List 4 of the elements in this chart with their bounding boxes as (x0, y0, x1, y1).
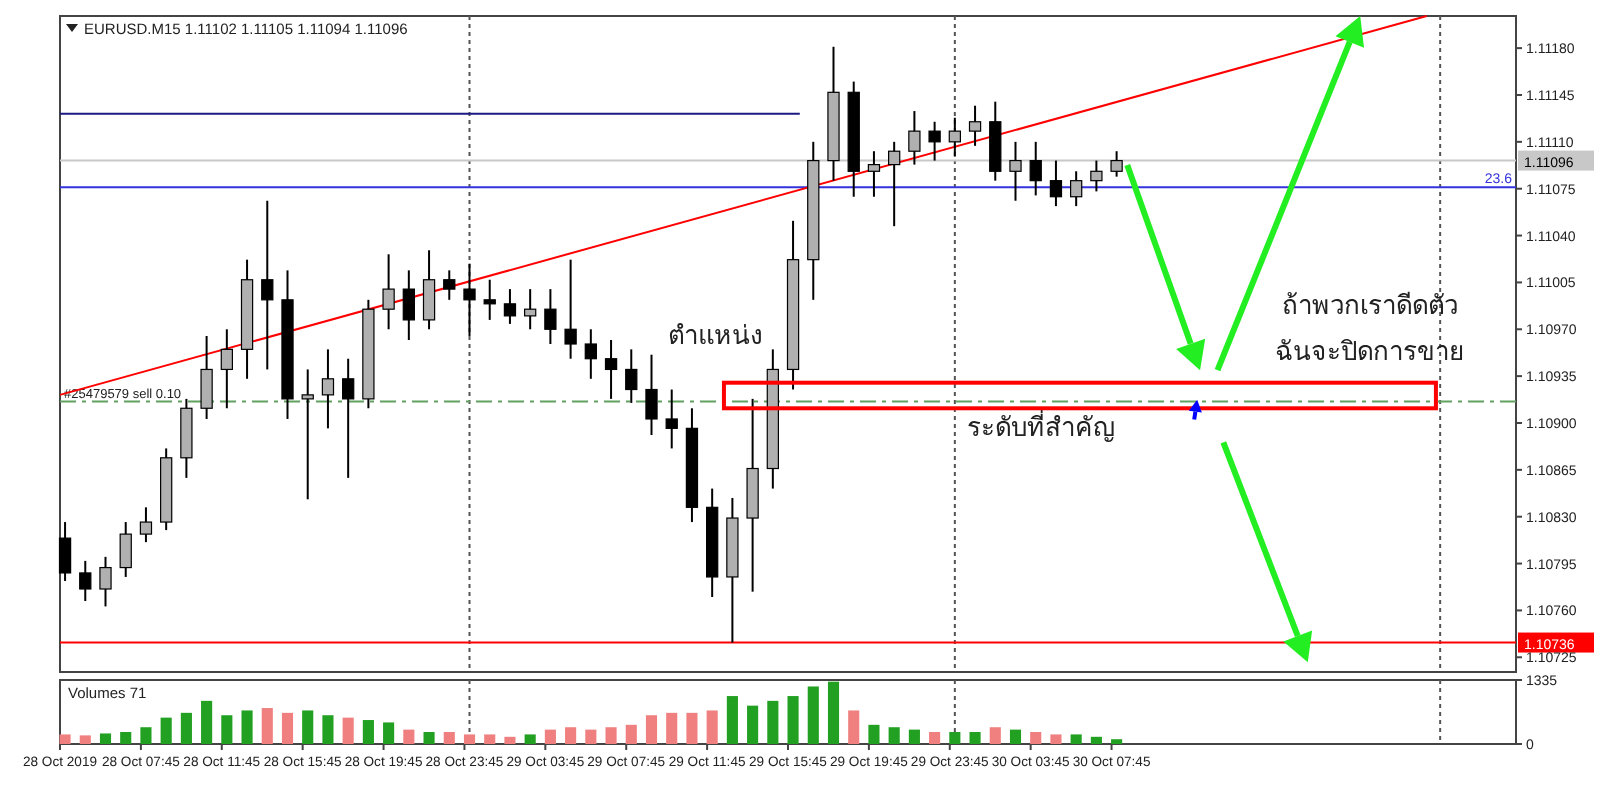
annotation: ตำแหน่ง (668, 322, 763, 352)
annotation: ฉันจะปิดการขาย (1275, 338, 1466, 369)
annotation: ระดับที่สำคัญ (967, 409, 1116, 444)
annotation: ถ้าพวกเราดีดตัว (1282, 290, 1459, 323)
